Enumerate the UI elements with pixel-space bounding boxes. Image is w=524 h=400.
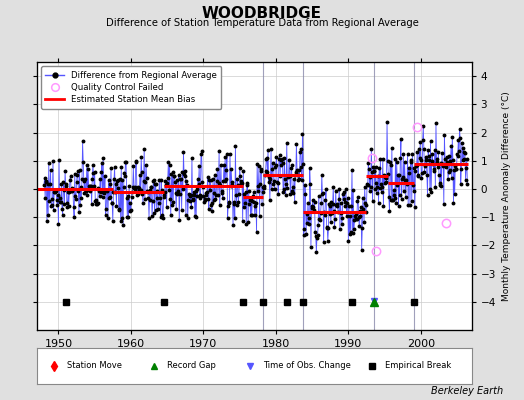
Text: Empirical Break: Empirical Break [385,362,451,370]
Text: Station Move: Station Move [67,362,122,370]
Text: WOODBRIDGE: WOODBRIDGE [202,6,322,21]
Text: Berkeley Earth: Berkeley Earth [431,386,503,396]
Text: Record Gap: Record Gap [167,362,216,370]
Text: Time of Obs. Change: Time of Obs. Change [263,362,351,370]
Y-axis label: Monthly Temperature Anomaly Difference (°C): Monthly Temperature Anomaly Difference (… [501,91,510,301]
Legend: Difference from Regional Average, Quality Control Failed, Estimated Station Mean: Difference from Regional Average, Qualit… [41,66,221,109]
Text: Difference of Station Temperature Data from Regional Average: Difference of Station Temperature Data f… [105,18,419,28]
